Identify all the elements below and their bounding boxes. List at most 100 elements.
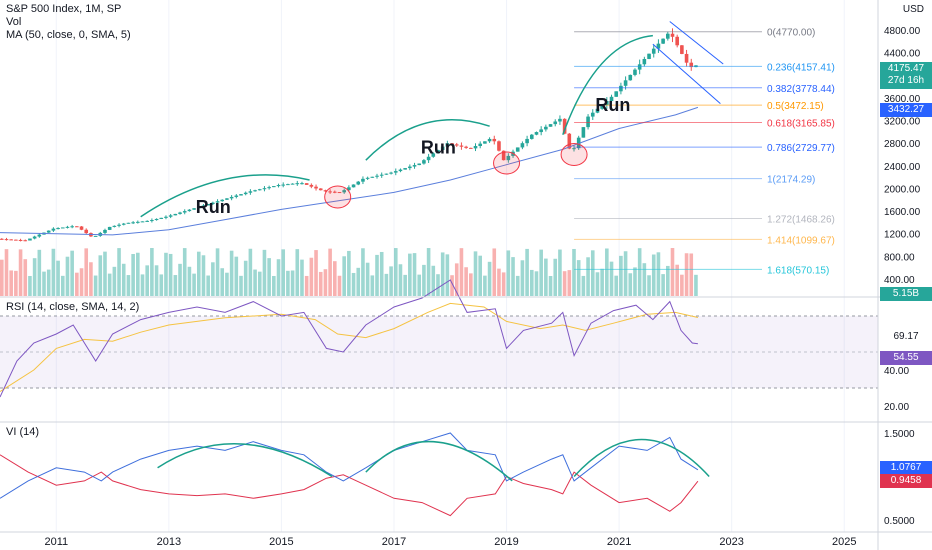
- volume-bar: [192, 273, 196, 296]
- vi-arc-annotation: [157, 442, 333, 478]
- volume-bar: [56, 260, 60, 296]
- volume-bar: [375, 254, 379, 296]
- candle: [478, 143, 482, 147]
- candle: [487, 138, 492, 142]
- candle: [567, 133, 572, 149]
- candle: [529, 134, 534, 139]
- candle: [140, 221, 145, 223]
- support-circle: [493, 151, 521, 175]
- candle: [562, 118, 567, 134]
- volume-bar: [398, 264, 403, 296]
- candle: [229, 196, 234, 199]
- volume-bar: [511, 257, 515, 296]
- fib-level-label: 0.5(3472.15): [767, 101, 824, 112]
- candle: [196, 206, 201, 209]
- volume-bar: [454, 263, 459, 296]
- candle: [225, 198, 229, 200]
- volume-bar: [262, 249, 267, 296]
- candle: [4, 239, 9, 241]
- rsi-legend[interactable]: RSI (14, close, SMA, 14, 2): [6, 301, 140, 313]
- candle: [647, 53, 651, 60]
- fib-level-label: 0.382(3778.44): [767, 84, 835, 95]
- volume-bar: [408, 253, 412, 296]
- vi-legend[interactable]: VI (14): [6, 426, 40, 438]
- volume-bar: [529, 269, 534, 296]
- price-panel[interactable]: 0(4770.00) 0.236(4157.41) 0.382(3778.44) 0.…: [0, 21, 835, 296]
- x-tick-label: 2013: [157, 536, 181, 548]
- candle: [168, 215, 173, 217]
- volume-bar: [164, 252, 168, 296]
- volume-bar: [323, 269, 328, 296]
- volume-bar: [595, 272, 600, 296]
- symbol-title[interactable]: S&P 500 Index, 1M, SP: [6, 3, 122, 15]
- volume-bar: [79, 268, 84, 296]
- candle: [403, 168, 407, 170]
- volume-bar: [694, 274, 698, 296]
- volume-bar: [567, 270, 572, 296]
- candle: [408, 166, 412, 169]
- price-tick-label: 3600.00: [884, 94, 921, 105]
- volume-bar: [473, 251, 478, 296]
- volume-bar: [670, 248, 675, 296]
- volume-bar: [619, 255, 623, 296]
- volume-bar: [590, 250, 595, 296]
- candle: [426, 156, 431, 161]
- ma-legend[interactable]: MA (50, close, 0, SMA, 5): [6, 29, 131, 41]
- candle: [267, 187, 271, 189]
- volume-bar: [661, 274, 665, 296]
- candle: [454, 144, 459, 146]
- rsi-panel[interactable]: [0, 279, 878, 398]
- run-arrow: [140, 174, 310, 218]
- candle: [600, 104, 604, 109]
- volume-bar: [576, 260, 581, 296]
- candle: [379, 174, 384, 176]
- candle: [75, 226, 79, 228]
- volume-legend[interactable]: Vol: [6, 16, 22, 28]
- vi-plus-value-tag: 1.0767: [880, 461, 932, 475]
- vi-panel[interactable]: [0, 432, 710, 517]
- volume-bar: [393, 248, 398, 296]
- candle: [544, 126, 548, 130]
- volume-bar: [333, 261, 337, 296]
- candle: [248, 191, 253, 193]
- volume-bar: [553, 258, 558, 296]
- candle: [253, 190, 257, 192]
- candle: [656, 43, 661, 49]
- rsi-value-tag: 54.55: [880, 351, 932, 365]
- candle: [318, 188, 323, 191]
- volume-bar: [426, 248, 431, 296]
- volume-bar: [136, 252, 140, 296]
- volume-bar: [276, 259, 281, 296]
- volume-bar: [211, 262, 215, 296]
- fib-level-label: 0.786(2729.77): [767, 143, 835, 154]
- candle: [201, 205, 206, 207]
- volume-bar: [525, 248, 529, 296]
- price-tick-label: 2400.00: [884, 162, 921, 173]
- candle: [422, 160, 426, 164]
- currency-label[interactable]: USD: [902, 4, 924, 15]
- volume-bar: [403, 274, 407, 296]
- candle: [290, 183, 295, 185]
- candle: [572, 148, 576, 150]
- candle: [586, 116, 590, 128]
- volume-bar: [0, 259, 4, 296]
- volume-bar: [42, 271, 46, 296]
- volume-bar: [145, 265, 149, 296]
- candle: [178, 212, 182, 214]
- candle: [548, 124, 553, 127]
- volume-bar: [9, 270, 13, 296]
- volume-bar: [304, 275, 309, 296]
- candle: [328, 191, 332, 193]
- volume-bar: [506, 250, 511, 296]
- volume-bar: [666, 265, 670, 296]
- volume-bar: [445, 254, 450, 296]
- channel-lower: [652, 43, 721, 104]
- fib-level-label: 1.414(1099.67): [767, 235, 835, 246]
- volume-bar: [328, 248, 332, 296]
- vi-plus-line: [0, 432, 699, 499]
- candle: [206, 204, 210, 206]
- candle: [300, 183, 304, 185]
- volume-bar: [478, 255, 482, 296]
- volume-bar: [548, 275, 553, 296]
